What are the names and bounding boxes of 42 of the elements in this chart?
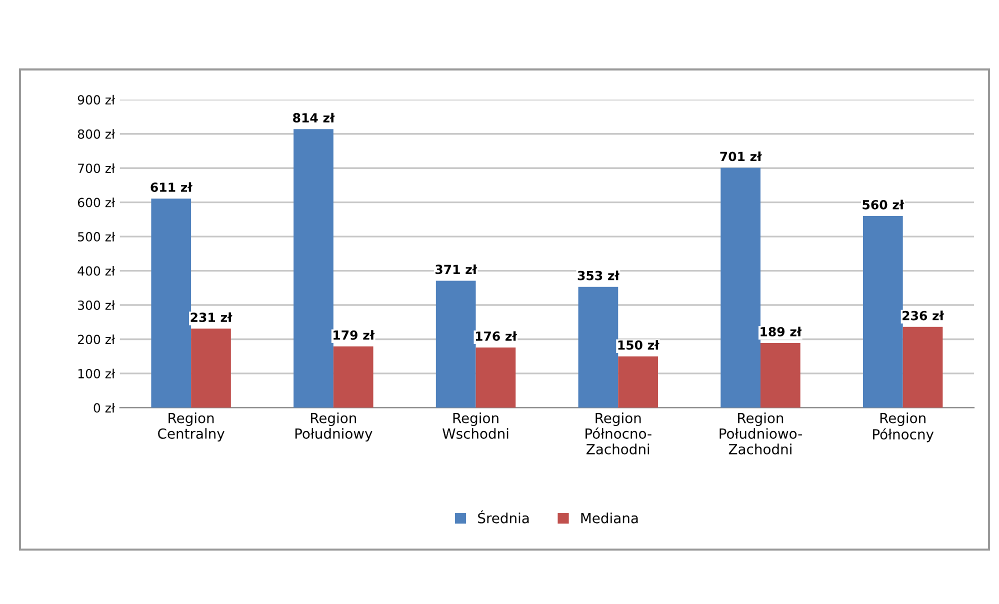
legend-label: Mediana (581, 512, 638, 524)
x-tick-label: Region Południowo- Zachodni (720, 412, 802, 454)
y-tick-label: 800 zł (78, 129, 116, 139)
data-label: 236 zł (902, 310, 944, 320)
data-label: 353 zł (578, 270, 620, 280)
y-tick-label: 500 zł (78, 232, 116, 242)
data-label: 179 zł (334, 330, 375, 340)
x-tick-label: Region Północny (873, 412, 934, 442)
bar (436, 280, 476, 408)
bar (294, 129, 334, 408)
x-tick-label: Region Północno- Zachodni (586, 412, 652, 454)
bar (862, 216, 903, 408)
x-tick-label: Region Centralny (158, 412, 224, 442)
y-tick-label: 300 zł (78, 300, 116, 310)
bar (578, 286, 618, 408)
y-tick-label: 200 zł (78, 334, 116, 344)
y-tick-label: 400 zł (78, 266, 116, 276)
data-label: 611 zł (150, 182, 193, 192)
y-tick-label: 700 zł (78, 163, 116, 174)
bar (902, 326, 943, 408)
data-label: 814 zł (293, 112, 335, 123)
y-tick-label: 900 zł (78, 94, 116, 105)
data-label: 371 zł (436, 264, 478, 274)
y-tick-label: 0 zł (94, 402, 116, 413)
bar (760, 343, 800, 408)
data-label: 231 zł (190, 312, 232, 322)
y-tick-label: 100 zł (78, 368, 116, 378)
bar (476, 347, 516, 408)
bar (191, 328, 231, 408)
y-tick-label: 600 zł (78, 198, 116, 208)
bar (333, 346, 374, 408)
legend-label: Średnia (478, 510, 529, 524)
bar (151, 198, 192, 408)
x-tick-label: Region Wschodni (442, 412, 508, 439)
data-label: 176 zł (476, 331, 518, 341)
data-label: 560 zł (862, 200, 904, 210)
bar (618, 356, 658, 408)
bar (720, 168, 760, 408)
data-label: 189 zł (760, 326, 802, 336)
x-tick-label: Region Południowy (295, 412, 372, 442)
data-label: 150 zł (618, 340, 660, 350)
data-label: 701 zł (720, 152, 762, 162)
